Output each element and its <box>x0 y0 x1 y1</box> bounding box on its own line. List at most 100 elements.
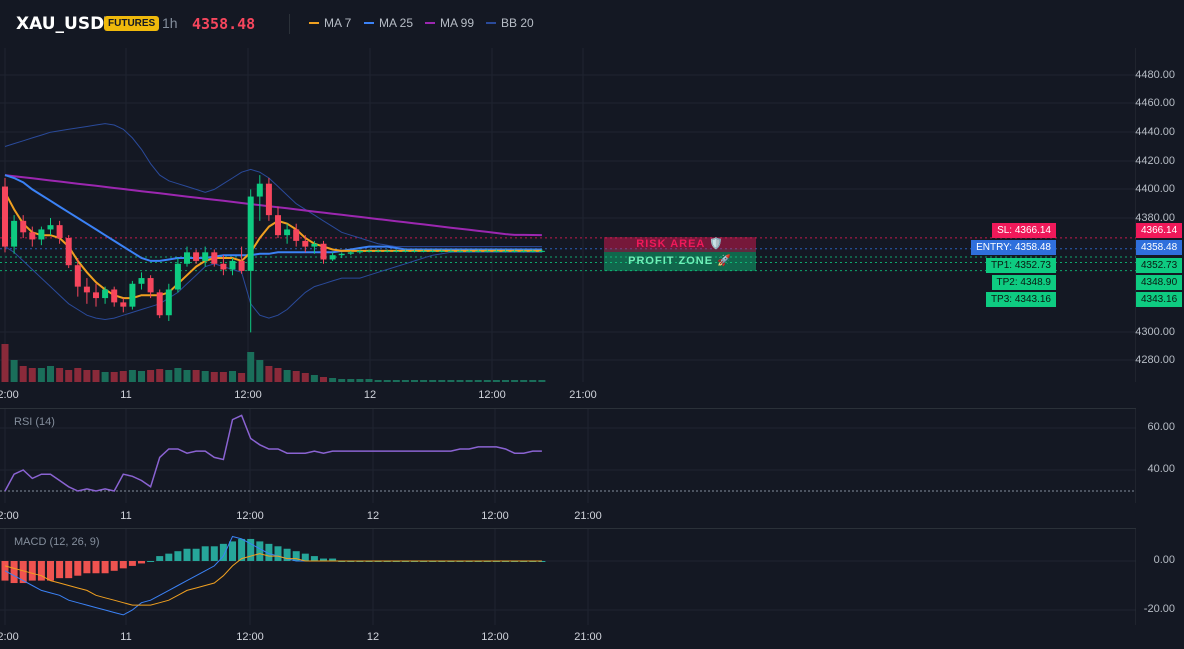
candle-body <box>229 260 236 270</box>
volume-bar <box>56 368 64 382</box>
candle-body <box>347 252 354 254</box>
macd-hist-bar <box>92 561 100 574</box>
ma25-swatch <box>364 22 374 24</box>
volume-bar <box>265 366 273 382</box>
candle-body <box>466 250 473 252</box>
bb20-label: BB 20 <box>501 16 534 30</box>
price-tick: 4380.00 <box>1135 212 1175 224</box>
candle-body <box>193 252 200 261</box>
time-tick: 12 <box>366 510 380 522</box>
volume-bar <box>138 371 145 382</box>
macd-hist-bar <box>274 546 282 561</box>
candle-body <box>502 250 509 252</box>
time-tick: 21:00 <box>574 510 602 522</box>
ma7-label: MA 7 <box>324 16 352 30</box>
time-tick: 12:00 <box>481 631 509 643</box>
macd-hist-bar <box>110 561 118 571</box>
volume-bar <box>192 370 200 382</box>
volume-bar <box>174 368 182 382</box>
macd-hist-bar <box>119 561 127 569</box>
volume-bar <box>520 380 528 382</box>
volume-bar <box>411 380 418 382</box>
macd-hist-bar <box>201 546 209 561</box>
rsi-axis: 60.00 40.00 <box>1136 408 1184 502</box>
time-tick: 21:00 <box>569 389 597 401</box>
rsi-chart[interactable] <box>0 409 1136 503</box>
macd-hist-bar <box>83 561 91 574</box>
macd-hist-bar <box>65 561 73 579</box>
candle-body <box>93 292 99 299</box>
volume-bar <box>119 371 127 382</box>
tp1-tag: TP1: 4352.73 <box>985 258 1056 273</box>
symbol-name[interactable]: XAU_USDT <box>16 14 116 34</box>
macd-hist-bar <box>10 561 18 584</box>
candle-body <box>165 289 172 316</box>
macd-hist-bar <box>156 556 164 561</box>
candle-body <box>120 302 127 307</box>
macd-hist-bar <box>138 561 145 564</box>
volume-bar <box>401 380 409 382</box>
legend-bb20[interactable]: BB 20 <box>486 16 534 30</box>
candle-body <box>329 255 336 260</box>
volume-bar <box>65 370 73 382</box>
macd-hist-bar <box>292 551 300 561</box>
macd-hist-bar <box>210 546 218 561</box>
legend-ma99[interactable]: MA 99 <box>425 16 474 30</box>
candle-body <box>393 250 400 252</box>
volume-bar <box>147 370 155 382</box>
price-axis[interactable]: 4480.00 4460.00 4440.00 4420.00 4400.00 … <box>1135 48 1184 382</box>
time-axis-macd: 12:00 11 12:00 12 12:00 21:00 <box>0 624 1136 649</box>
rsi-title: RSI (14) <box>14 416 55 428</box>
time-tick: 12:00 <box>0 510 19 522</box>
macd-hist-bar <box>37 561 45 581</box>
bb20-swatch <box>486 22 496 24</box>
macd-hist-bar <box>247 538 255 561</box>
macd-hist-bar <box>28 561 36 581</box>
volume-bar <box>238 373 246 382</box>
candle-body <box>20 220 27 233</box>
volume-bar <box>247 352 255 382</box>
legend-ma7[interactable]: MA 7 <box>309 16 351 30</box>
ma7-line <box>4 191 542 300</box>
ma99-line <box>4 174 542 237</box>
bb-upper-line <box>4 123 542 248</box>
macd-pane[interactable]: MACD (12, 26, 9) <box>0 528 1136 625</box>
chart-header: XAU_USDT FUTURES 1h 4358.48 MA 7 MA 25 M… <box>0 0 1184 48</box>
macd-signal-line <box>4 553 542 606</box>
macd-tick: 0.00 <box>1153 554 1175 566</box>
candle-body <box>311 243 318 247</box>
candle-body <box>156 292 163 316</box>
volume-bar <box>538 380 546 382</box>
volume-bar <box>229 371 236 382</box>
time-tick: 11 <box>120 631 132 643</box>
candle-body <box>356 250 363 253</box>
price-tick: 4480.00 <box>1135 69 1175 81</box>
candle-body <box>147 278 154 293</box>
volume-bar <box>156 369 164 382</box>
candle-body <box>438 250 445 252</box>
macd-hist-bar <box>56 561 64 579</box>
time-tick: 11 <box>120 389 132 401</box>
macd-hist-bar <box>283 548 291 561</box>
legend-ma25[interactable]: MA 25 <box>364 16 413 30</box>
sl-tag: SL: 4366.14 <box>992 223 1056 238</box>
price-chart[interactable] <box>0 48 1136 382</box>
interval-label[interactable]: 1h <box>162 15 178 31</box>
candle-body <box>174 263 181 290</box>
volume-bar <box>201 371 209 382</box>
candle-body <box>538 250 545 252</box>
header-divider <box>289 14 290 34</box>
rsi-pane[interactable]: RSI (14) <box>0 408 1136 503</box>
candle-body <box>338 253 345 256</box>
macd-chart[interactable] <box>0 529 1136 625</box>
tp1-axis-tag: 4352.73 <box>1136 258 1183 273</box>
time-tick: 12:00 <box>234 389 262 401</box>
time-tick: 12:00 <box>478 389 506 401</box>
macd-hist-bar <box>229 541 236 561</box>
volume-bar <box>429 380 437 382</box>
candle-body <box>293 229 300 241</box>
candle-body <box>411 250 418 252</box>
volume-bar <box>329 378 337 382</box>
time-tick: 12 <box>363 389 377 401</box>
price-pane[interactable]: RISK AREA 🛡️ PROFIT ZONE 🚀 SL: 4366.14 E… <box>0 48 1136 382</box>
